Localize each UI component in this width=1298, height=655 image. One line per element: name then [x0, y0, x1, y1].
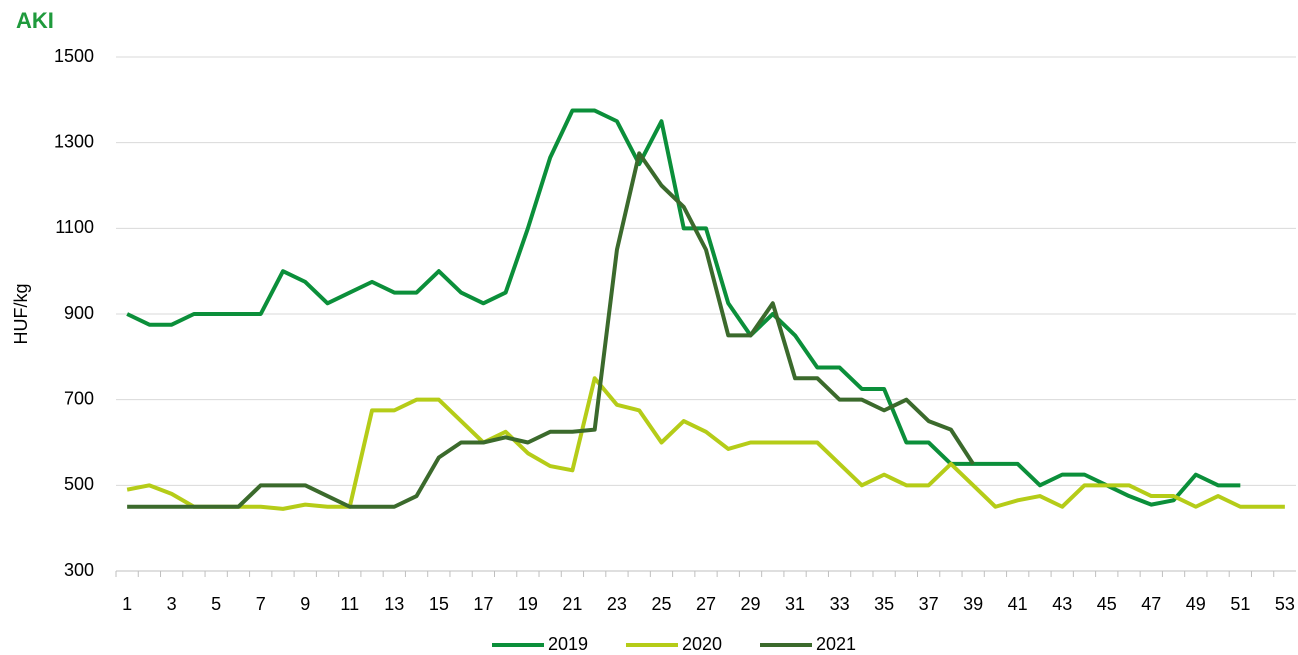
y-tick-label: 700 — [64, 388, 94, 408]
x-tick-label: 45 — [1097, 594, 1117, 614]
x-tick-label: 19 — [518, 594, 538, 614]
x-tick-label: 27 — [696, 594, 716, 614]
x-tick-label: 5 — [211, 594, 221, 614]
x-tick-label: 51 — [1230, 594, 1250, 614]
logo: AKI — [16, 8, 54, 33]
x-tick-label: 1 — [122, 594, 132, 614]
line-series — [127, 151, 975, 509]
legend-label: 2021 — [816, 634, 856, 654]
x-tick-label: 21 — [562, 594, 582, 614]
y-tick-label: 300 — [64, 560, 94, 580]
x-tick-label: 17 — [473, 594, 493, 614]
x-tick-label: 49 — [1186, 594, 1206, 614]
y-tick-label: 1100 — [55, 217, 94, 237]
y-tick-label: 900 — [64, 303, 94, 323]
line-series — [126, 376, 1285, 511]
x-tick-label: 3 — [167, 594, 177, 614]
x-tick-label: 47 — [1141, 594, 1161, 614]
x-tick-label: 15 — [429, 594, 449, 614]
x-tick-label: 9 — [300, 594, 310, 614]
x-tick-label: 33 — [830, 594, 850, 614]
x-tick-label: 53 — [1275, 594, 1295, 614]
y-tick-label: 1300 — [54, 131, 94, 151]
x-tick-label: 31 — [785, 594, 805, 614]
y-axis-label: HUF/kg — [11, 283, 31, 344]
x-tick-label: 23 — [607, 594, 627, 614]
x-tick-label: 37 — [919, 594, 939, 614]
legend-label: 2019 — [548, 634, 588, 654]
x-tick-label: 39 — [963, 594, 983, 614]
x-tick-label: 13 — [384, 594, 404, 614]
x-tick-label: 43 — [1052, 594, 1072, 614]
x-tick-label: 25 — [651, 594, 671, 614]
legend-label: 2020 — [682, 634, 722, 654]
x-tick-label: 41 — [1008, 594, 1028, 614]
x-tick-label: 7 — [256, 594, 266, 614]
x-tick-label: 29 — [741, 594, 761, 614]
y-tick-label: 500 — [64, 474, 94, 494]
line-series — [126, 108, 1241, 507]
x-tick-label: 35 — [874, 594, 894, 614]
x-tick-label: 11 — [340, 594, 359, 614]
y-tick-label: 1500 — [54, 46, 94, 66]
